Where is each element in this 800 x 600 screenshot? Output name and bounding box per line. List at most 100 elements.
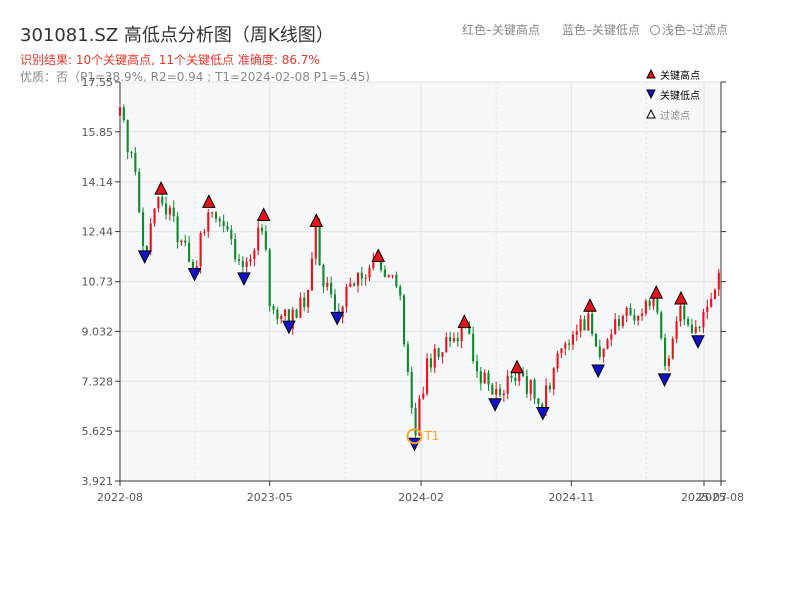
candle-body (218, 218, 221, 222)
legend-item-filtered: 过滤点 (646, 104, 728, 124)
candle-body (564, 343, 567, 349)
candle-body (687, 319, 690, 325)
candle-body (644, 300, 647, 314)
candle-body (675, 321, 678, 339)
candle-body (545, 385, 548, 411)
candle-body (134, 152, 137, 172)
candle-body (391, 274, 394, 276)
candle-body (402, 295, 406, 345)
candle-body (303, 297, 306, 308)
x-tick-label: 2022-08 (97, 491, 143, 504)
candle-body (214, 212, 218, 219)
candle-body (610, 334, 613, 340)
candle-body (552, 368, 555, 390)
candle-body (414, 407, 417, 436)
candle-body (598, 346, 601, 357)
candle-body (379, 260, 383, 270)
key-low-marker (187, 267, 202, 282)
candle-body (537, 398, 540, 405)
key-high-marker (649, 284, 664, 299)
candle-body (168, 207, 171, 215)
key-high-marker (202, 194, 216, 208)
legend-item-key-high: 关键高点 (646, 64, 728, 84)
candle-body (617, 319, 621, 327)
candle-body (633, 315, 636, 321)
candle-body (479, 371, 482, 384)
candle-body (422, 393, 425, 399)
x-tick-label: 2025-07 (681, 491, 727, 504)
candle-body (253, 250, 256, 260)
candle-body (387, 275, 390, 277)
candle-body (694, 327, 697, 333)
candle-body (556, 353, 559, 369)
candle-body (383, 269, 386, 277)
candle-body (445, 337, 448, 353)
legend-label-key-low: 关键低点 (660, 90, 700, 102)
candle-body (276, 309, 279, 320)
candle-body (429, 358, 432, 368)
triangle-down-icon (646, 89, 656, 99)
candle-body (629, 307, 632, 316)
legend-label-filtered: 过滤点 (660, 110, 690, 122)
candle-body (664, 337, 667, 367)
chart-title: 301081.SZ 高低点分析图（周K线图） (20, 25, 334, 46)
candle-body (498, 388, 502, 396)
candle-body (299, 297, 302, 318)
key-low-marker (691, 335, 705, 349)
chart-legend: 关键高点 关键低点 过滤点 (646, 64, 728, 124)
key-low-marker (535, 406, 550, 421)
candle-body (456, 338, 459, 342)
candle-body (180, 240, 183, 243)
key-low-marker (657, 373, 672, 387)
candle-body (560, 348, 563, 354)
key-low-marker (488, 398, 502, 412)
candle-body (295, 309, 298, 318)
candle-body (141, 212, 145, 246)
key-low-marker (237, 272, 251, 286)
candle-body (372, 259, 375, 268)
candle-body (449, 337, 452, 342)
candle-body (191, 261, 194, 272)
candle-body (149, 223, 152, 252)
candle-body (510, 375, 513, 378)
candle-body (491, 384, 494, 395)
candle-body (667, 358, 670, 367)
y-tick-label: 14.14 (82, 176, 114, 189)
key-high-marker (583, 298, 597, 312)
candle-body (671, 338, 674, 359)
key-high-marker (309, 213, 324, 227)
candle-body (307, 290, 310, 308)
candle-body (234, 238, 237, 260)
candle-body (533, 379, 536, 399)
candle-body (138, 171, 141, 213)
y-tick-label: 17.55 (82, 76, 114, 89)
candle-body (118, 107, 122, 116)
candle-body (333, 294, 337, 311)
candle-body (587, 313, 590, 331)
y-tick-label: 15.85 (82, 126, 114, 139)
candle-body (260, 227, 264, 232)
key-high-marker (674, 290, 688, 305)
result-summary: 识别结果: 10个关键高点, 11个关键低点 准确度: 86.7% (20, 53, 320, 67)
candle-body (698, 327, 701, 329)
x-tick-label: 2024-02 (398, 491, 444, 504)
candle-body (230, 229, 233, 239)
candle-body (284, 309, 287, 316)
candle-body (475, 361, 479, 372)
t1-label: T1 (423, 429, 439, 443)
candle-body (602, 348, 605, 357)
candle-body (441, 352, 444, 357)
candle-body (433, 348, 436, 368)
candle-body (606, 339, 609, 349)
candle-body (571, 334, 574, 345)
candle-body (264, 231, 267, 250)
candle-body (291, 309, 294, 329)
x-tick-label: 2024-11 (548, 491, 594, 504)
triangle-outline-icon (646, 109, 656, 119)
candle-body (506, 375, 509, 394)
candle-body (525, 376, 528, 394)
candle-body (614, 319, 617, 335)
candle-body (207, 212, 210, 232)
candle-body (188, 242, 191, 262)
